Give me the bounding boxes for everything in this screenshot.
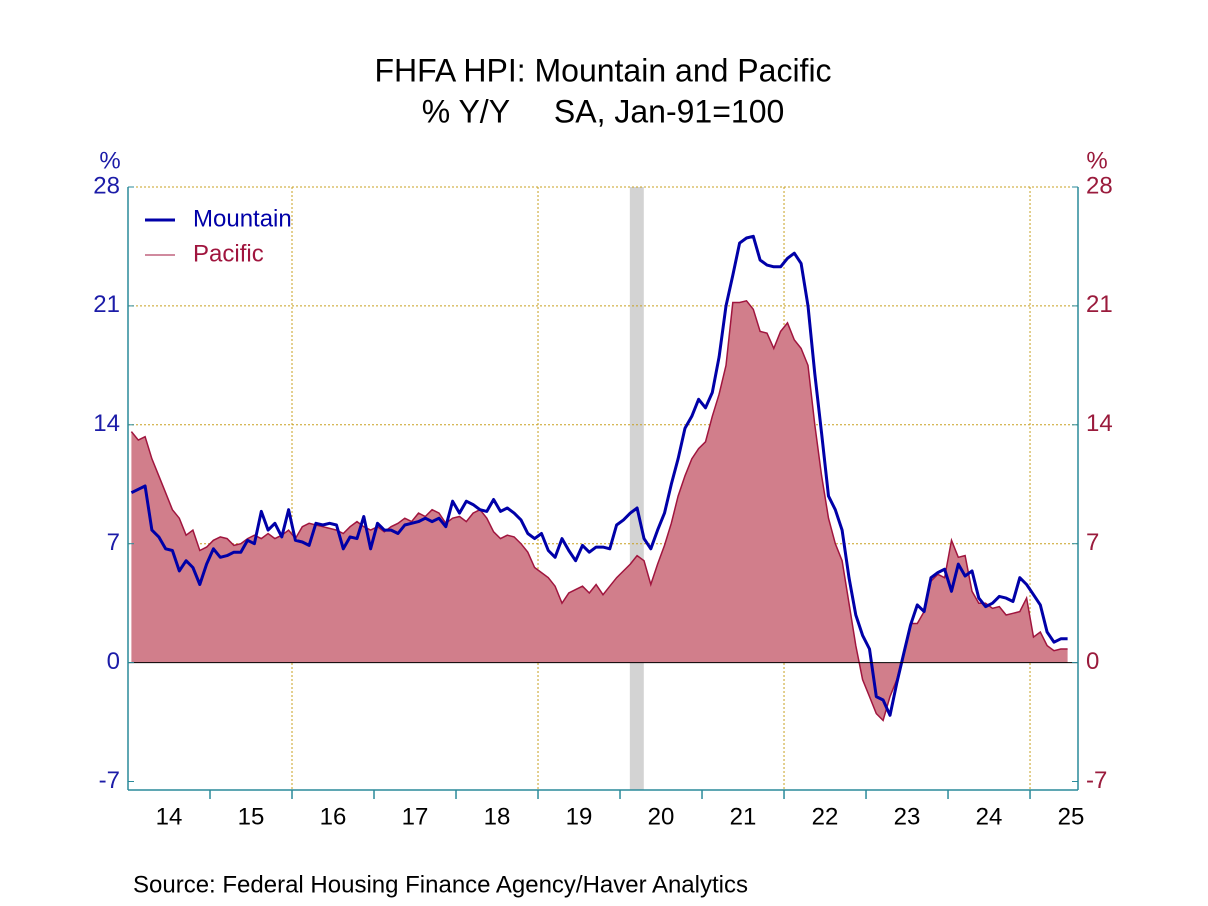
chart-subtitle: % Y/Y SA, Jan-91=100 (422, 93, 785, 129)
y-tick-label: 21 (93, 291, 120, 318)
y-tick-label: -7 (99, 767, 120, 794)
x-tick-label: 15 (238, 803, 265, 830)
y2-tick-label: 28 (1086, 172, 1113, 199)
y2-tick-label: 7 (1086, 529, 1099, 556)
y2-tick-label: 21 (1086, 291, 1113, 318)
y-unit: % (99, 147, 120, 174)
x-tick-label: 18 (484, 803, 511, 830)
y2-tick-label: 14 (1086, 410, 1113, 437)
y2-unit: % (1086, 147, 1107, 174)
y-tick-label: 28 (93, 172, 120, 199)
area (131, 300, 1068, 721)
x-tick-label: 21 (730, 803, 757, 830)
x-tick-label: 25 (1058, 803, 1085, 830)
x-tick-label: 14 (156, 803, 183, 830)
legend-label: Pacific (193, 240, 264, 267)
y2-tick-label: 0 (1086, 648, 1099, 675)
y-tick-label: 0 (107, 648, 120, 675)
x-tick-label: 19 (566, 803, 593, 830)
y2-tick-label: -7 (1086, 767, 1107, 794)
legend-label: Mountain (193, 205, 292, 232)
x-tick-label: 16 (320, 803, 347, 830)
line (130, 234, 1068, 717)
x-tick-label: 22 (812, 803, 839, 830)
y-tick-label: 14 (93, 410, 120, 437)
x-tick-label: 23 (894, 803, 921, 830)
x-tick-label: 20 (648, 803, 675, 830)
chart-title: FHFA HPI: Mountain and Pacific (374, 52, 831, 88)
x-tick-label: 17 (402, 803, 429, 830)
y-tick-label: 7 (107, 529, 120, 556)
recession-shade (629, 187, 644, 790)
x-tick-label: 24 (976, 803, 1003, 830)
source-note: Source: Federal Housing Finance Agency/H… (133, 871, 748, 898)
